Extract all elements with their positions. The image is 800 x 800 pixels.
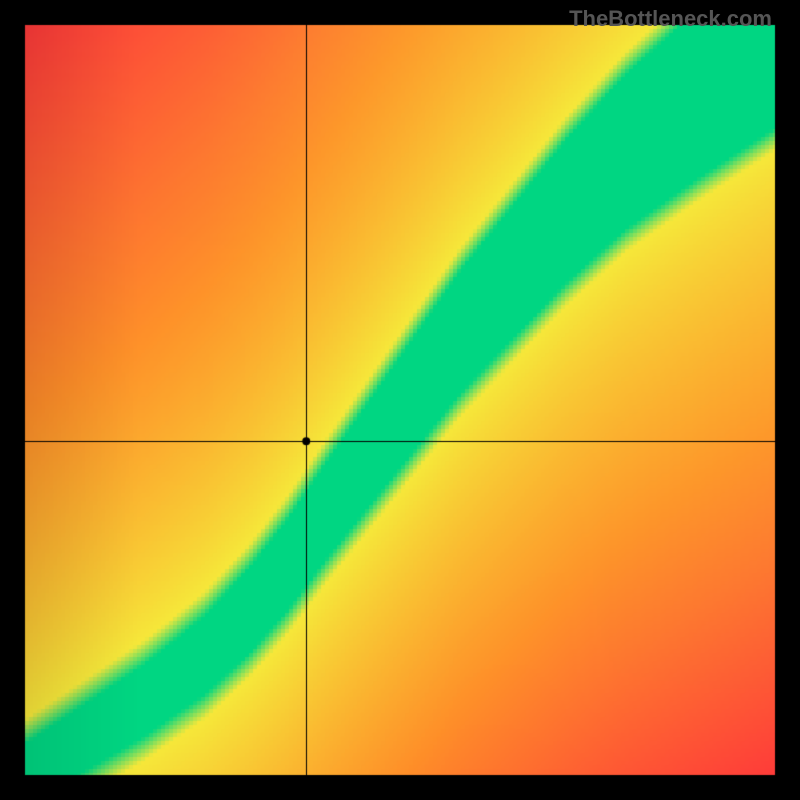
watermark-text: TheBottleneck.com bbox=[569, 6, 772, 32]
chart-container: TheBottleneck.com bbox=[0, 0, 800, 800]
bottleneck-heatmap bbox=[0, 0, 800, 800]
